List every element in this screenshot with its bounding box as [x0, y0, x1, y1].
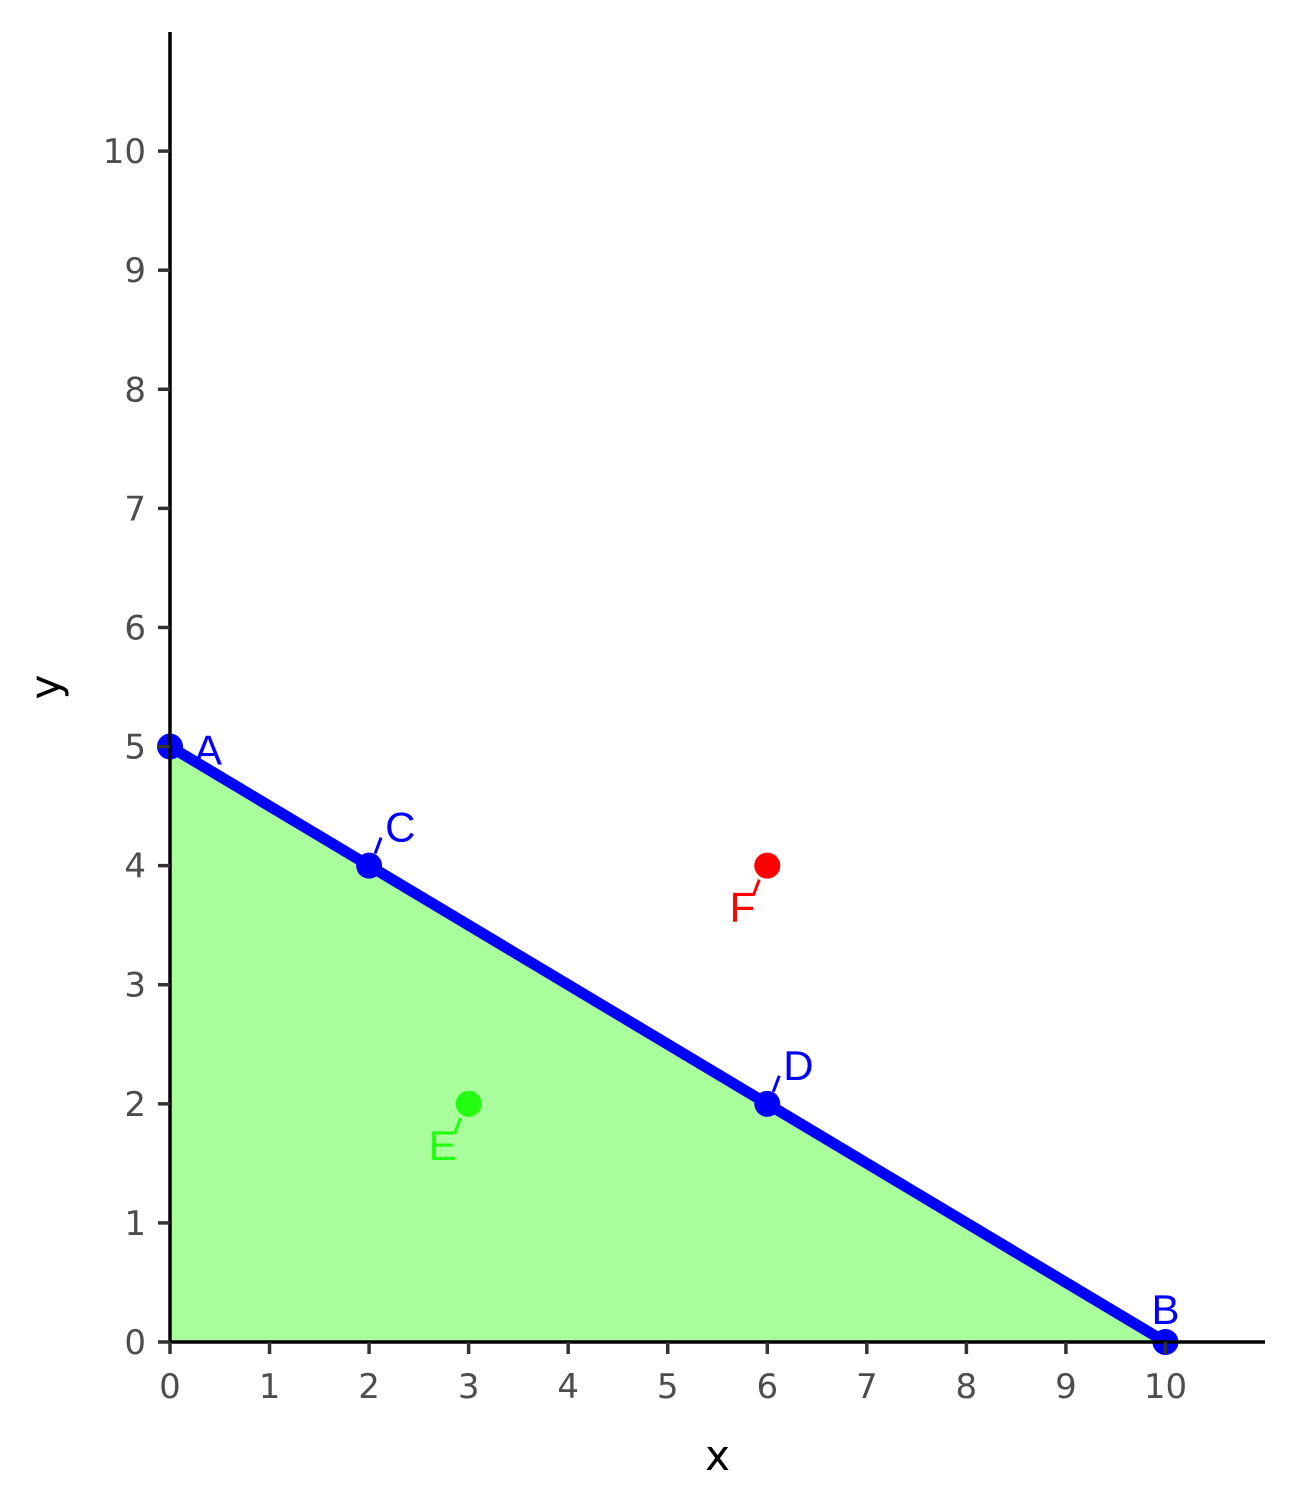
x-axis-title: x: [705, 1431, 730, 1480]
y-tick-label: 3: [124, 966, 146, 1006]
x-tick-label: 2: [358, 1367, 380, 1407]
y-tick-label: 2: [124, 1085, 146, 1125]
point-e-leader: [453, 1117, 463, 1135]
point-d-leader: [771, 1075, 781, 1093]
point-e-label: E: [429, 1122, 457, 1169]
point-f-label: F: [730, 884, 756, 931]
y-tick-label: 7: [124, 489, 146, 529]
constraint-line: [167, 741, 1169, 1347]
point-d: [754, 1090, 781, 1117]
x-tick-label: 6: [756, 1367, 778, 1407]
y-axis-title: y: [21, 675, 70, 700]
point-f-leader: [751, 879, 761, 897]
point-c: [356, 852, 383, 879]
y-tick-label: 10: [103, 132, 146, 172]
x-tick-label: 9: [1055, 1367, 1077, 1407]
x-tick-label: 5: [657, 1367, 679, 1407]
point-d-label: D: [783, 1042, 813, 1089]
x-tick-label: 0: [159, 1367, 181, 1407]
points-layer: A C D B E F: [157, 727, 1179, 1355]
x-tick-label: 10: [1144, 1367, 1187, 1407]
point-a-label: A: [194, 727, 222, 774]
x-tick-label: 8: [956, 1367, 978, 1407]
y-tick-label: 4: [124, 847, 146, 887]
y-tick-label: 5: [124, 728, 146, 768]
y-tick-label: 6: [124, 608, 146, 648]
y-tick-label: 9: [124, 251, 146, 291]
x-tick-label: 7: [856, 1367, 878, 1407]
point-c-leader: [373, 837, 383, 855]
y-tick-label: 1: [124, 1204, 146, 1244]
y-ticks: 0 1 2 3 4 5 6 7 8 9 10: [103, 132, 170, 1363]
point-f: [754, 852, 781, 879]
x-tick-label: 3: [458, 1367, 480, 1407]
x-tick-label: 1: [259, 1367, 281, 1407]
point-c-label: C: [385, 804, 415, 851]
y-tick-label: 0: [124, 1323, 146, 1363]
x-ticks: 0 1 2 3 4 5 6 7 8 9 10: [159, 1342, 1187, 1407]
point-e: [455, 1090, 482, 1117]
x-tick-label: 4: [557, 1367, 579, 1407]
point-b-label: B: [1151, 1286, 1179, 1333]
y-tick-label: 8: [124, 370, 146, 410]
